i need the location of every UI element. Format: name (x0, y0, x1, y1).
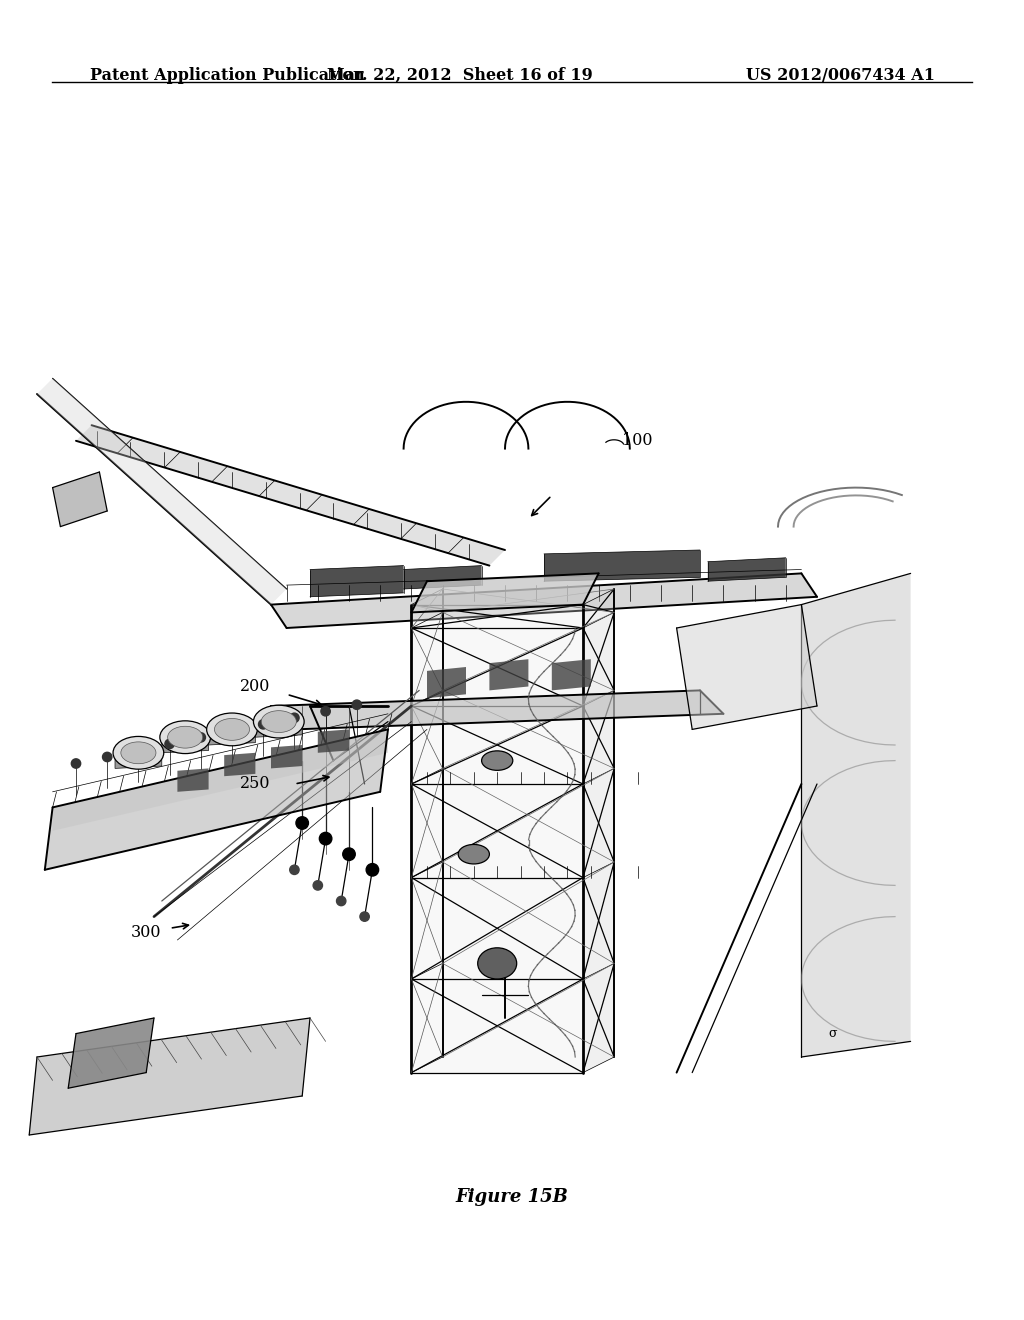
Polygon shape (52, 730, 388, 830)
Polygon shape (427, 667, 466, 698)
Ellipse shape (121, 742, 156, 764)
Polygon shape (677, 605, 817, 730)
Circle shape (337, 896, 346, 906)
Ellipse shape (214, 718, 250, 741)
Polygon shape (255, 722, 302, 737)
Circle shape (296, 817, 308, 829)
Polygon shape (489, 659, 528, 690)
Polygon shape (412, 573, 599, 612)
Ellipse shape (160, 721, 211, 754)
Polygon shape (37, 379, 287, 605)
Polygon shape (544, 550, 700, 581)
Circle shape (197, 733, 206, 742)
Text: 250: 250 (240, 776, 270, 792)
Polygon shape (583, 589, 614, 1073)
Circle shape (367, 863, 379, 876)
Circle shape (165, 739, 174, 748)
Ellipse shape (458, 845, 489, 865)
Circle shape (290, 713, 299, 722)
Polygon shape (76, 425, 505, 565)
Polygon shape (177, 768, 209, 792)
Circle shape (352, 700, 361, 709)
Ellipse shape (261, 710, 296, 733)
Ellipse shape (481, 751, 513, 771)
Text: σ: σ (828, 1027, 837, 1040)
Polygon shape (45, 730, 388, 870)
Polygon shape (52, 473, 108, 527)
Circle shape (134, 746, 143, 755)
Ellipse shape (168, 726, 203, 748)
Circle shape (313, 880, 323, 890)
Text: Patent Application Publication: Patent Application Publication (90, 66, 365, 83)
Polygon shape (271, 573, 817, 628)
Circle shape (72, 759, 81, 768)
Circle shape (343, 847, 355, 861)
Polygon shape (69, 1018, 154, 1088)
Circle shape (102, 752, 112, 762)
Circle shape (321, 706, 331, 715)
Polygon shape (708, 558, 785, 581)
Text: US 2012/0067434 A1: US 2012/0067434 A1 (746, 66, 935, 83)
Polygon shape (403, 565, 481, 589)
Text: 100: 100 (622, 433, 652, 449)
Text: 200: 200 (240, 678, 270, 696)
Ellipse shape (207, 713, 257, 746)
Polygon shape (271, 690, 723, 730)
Polygon shape (552, 659, 591, 690)
Circle shape (227, 726, 237, 735)
Polygon shape (30, 1018, 310, 1135)
Polygon shape (412, 605, 583, 1073)
Ellipse shape (478, 948, 517, 979)
Polygon shape (115, 752, 162, 768)
Circle shape (359, 912, 370, 921)
Polygon shape (271, 744, 302, 768)
Polygon shape (310, 565, 403, 597)
Circle shape (290, 865, 299, 874)
Text: 300: 300 (131, 924, 161, 941)
Text: Mar. 22, 2012  Sheet 16 of 19: Mar. 22, 2012 Sheet 16 of 19 (327, 66, 593, 83)
Polygon shape (224, 752, 255, 776)
Circle shape (258, 719, 268, 729)
Ellipse shape (254, 705, 304, 738)
Circle shape (319, 833, 332, 845)
Polygon shape (209, 730, 255, 744)
Ellipse shape (113, 737, 164, 770)
Text: Figure 15B: Figure 15B (456, 1188, 568, 1206)
Polygon shape (317, 730, 349, 752)
Polygon shape (162, 737, 209, 752)
Polygon shape (802, 573, 910, 1057)
